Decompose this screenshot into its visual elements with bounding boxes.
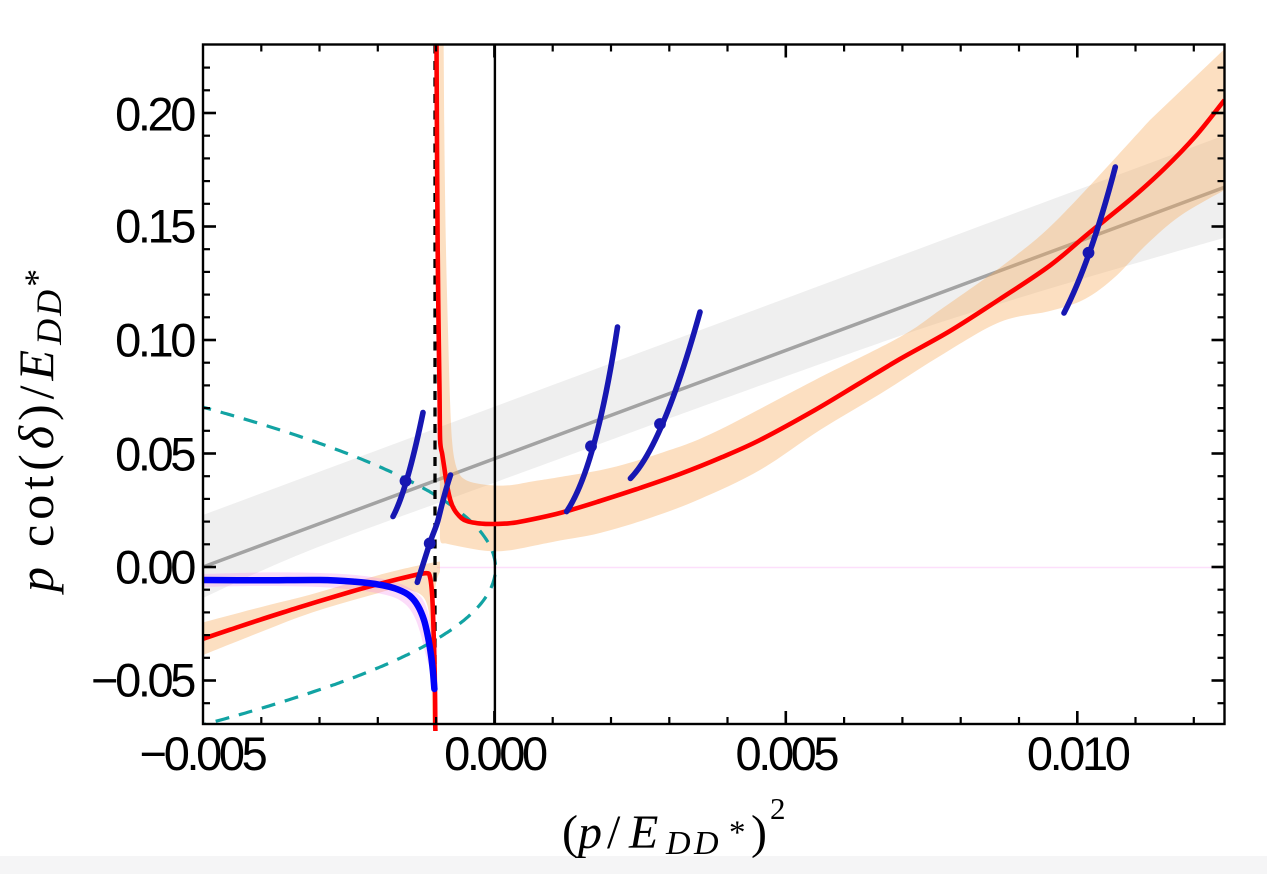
svg-text:0.10: 0.10	[115, 314, 195, 367]
svg-text:p cot(δ)/EDD*: p cot(δ)/EDD*	[8, 264, 69, 595]
svg-text:0.000: 0.000	[444, 727, 547, 780]
svg-text:0.005: 0.005	[735, 727, 838, 780]
svg-text:D: D	[665, 825, 693, 862]
svg-text:(: (	[562, 806, 580, 859]
svg-text:0.010: 0.010	[1027, 727, 1130, 780]
svg-text:*: *	[729, 815, 748, 851]
svg-text:2: 2	[770, 791, 788, 826]
svg-text:−0.005: −0.005	[140, 727, 267, 780]
svg-text:0.05: 0.05	[115, 428, 195, 481]
svg-text:/: /	[607, 806, 622, 859]
svg-text:0.20: 0.20	[115, 88, 195, 141]
svg-text:): )	[751, 806, 769, 859]
svg-text:p: p	[575, 806, 604, 859]
svg-text:−0.05: −0.05	[91, 654, 195, 707]
svg-text:E: E	[628, 806, 660, 859]
svg-text:D: D	[693, 825, 721, 862]
svg-text:0.15: 0.15	[115, 200, 195, 253]
svg-text:0.00: 0.00	[115, 541, 195, 594]
